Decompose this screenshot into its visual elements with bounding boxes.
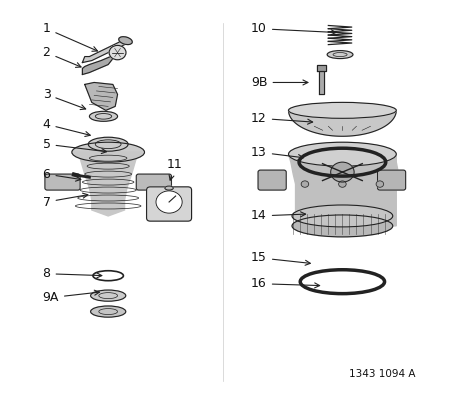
Ellipse shape <box>289 102 396 118</box>
Polygon shape <box>85 82 118 110</box>
Polygon shape <box>74 152 142 216</box>
Ellipse shape <box>91 306 126 317</box>
Circle shape <box>338 181 346 187</box>
Polygon shape <box>289 110 396 136</box>
Circle shape <box>376 181 383 187</box>
Polygon shape <box>82 39 129 63</box>
Ellipse shape <box>327 50 353 59</box>
Ellipse shape <box>165 186 173 190</box>
Text: 1: 1 <box>43 22 98 51</box>
Polygon shape <box>82 57 113 74</box>
Ellipse shape <box>292 205 393 227</box>
FancyBboxPatch shape <box>146 187 191 221</box>
Text: 14: 14 <box>251 209 306 223</box>
Text: 13: 13 <box>251 146 303 160</box>
Ellipse shape <box>292 215 393 237</box>
Text: 6: 6 <box>43 168 81 181</box>
Ellipse shape <box>88 137 128 151</box>
Text: 12: 12 <box>251 112 313 125</box>
Ellipse shape <box>91 290 126 301</box>
Circle shape <box>331 162 354 182</box>
Text: 2: 2 <box>43 46 81 67</box>
Ellipse shape <box>90 112 118 121</box>
Polygon shape <box>317 65 326 71</box>
Text: 3: 3 <box>43 88 86 109</box>
Polygon shape <box>319 71 324 95</box>
Ellipse shape <box>119 37 132 44</box>
Text: 10: 10 <box>251 22 336 35</box>
Circle shape <box>156 191 182 213</box>
Text: 1343 1094 A: 1343 1094 A <box>348 369 415 379</box>
FancyBboxPatch shape <box>45 174 80 190</box>
Circle shape <box>301 181 309 187</box>
Circle shape <box>109 45 126 60</box>
Text: 9A: 9A <box>43 290 100 304</box>
Text: 8: 8 <box>43 267 102 280</box>
Ellipse shape <box>289 142 396 166</box>
FancyBboxPatch shape <box>258 170 286 190</box>
Text: 16: 16 <box>251 277 319 290</box>
Text: 11: 11 <box>167 158 182 180</box>
Ellipse shape <box>72 142 145 162</box>
Polygon shape <box>289 154 399 226</box>
Text: 15: 15 <box>251 251 310 265</box>
Text: 9B: 9B <box>251 76 308 89</box>
Text: 5: 5 <box>43 138 107 154</box>
FancyBboxPatch shape <box>377 170 406 190</box>
Text: 4: 4 <box>43 118 90 137</box>
FancyBboxPatch shape <box>137 174 172 190</box>
Text: 7: 7 <box>43 193 88 208</box>
